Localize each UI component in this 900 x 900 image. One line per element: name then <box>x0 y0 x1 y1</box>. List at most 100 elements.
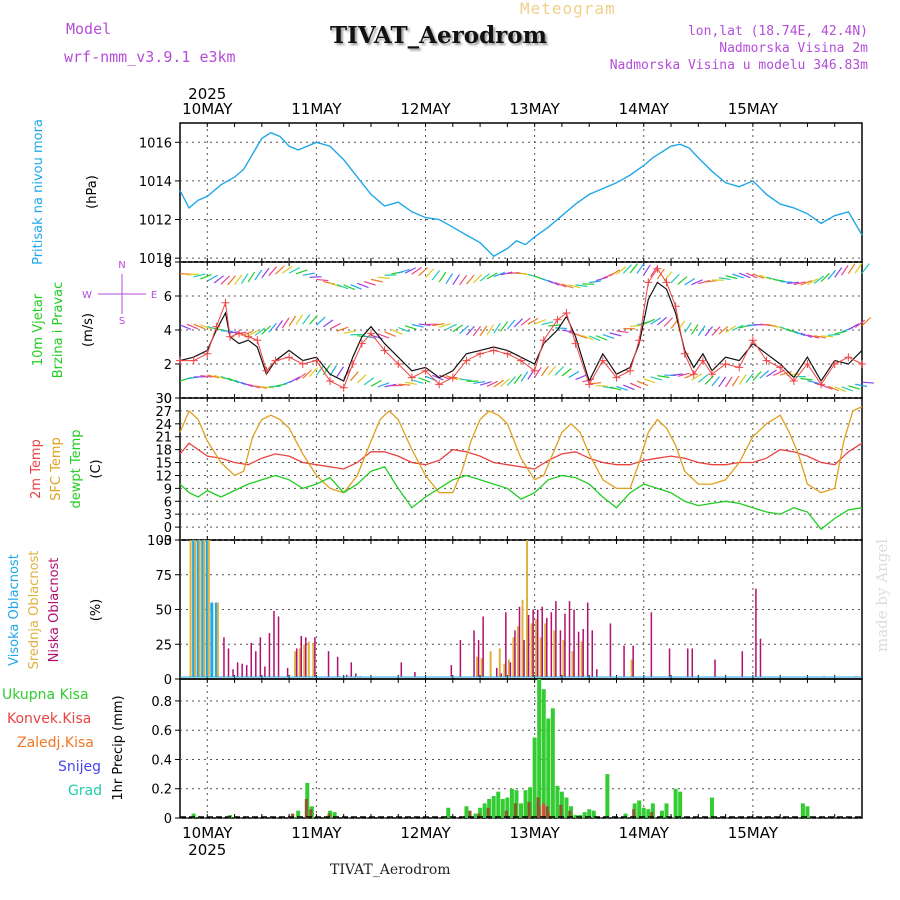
cloud-bar <box>268 633 271 677</box>
wind-direction-arrow <box>643 318 655 325</box>
wind-gust-point <box>476 349 485 358</box>
day-label-bottom: 14MAY <box>619 824 670 842</box>
wind-direction-arrow <box>411 266 423 275</box>
day-label-bottom: 11MAY <box>291 824 342 842</box>
sfc-temp-label: SFC Temp <box>49 437 64 501</box>
cloud-bar <box>686 648 689 677</box>
wind-gust-point <box>612 373 621 382</box>
wind-gust-point <box>671 302 680 311</box>
cloud-bar <box>555 601 557 677</box>
wind-direction-arrow <box>718 325 729 335</box>
precip-bar <box>532 737 537 818</box>
wind-gust-point <box>626 366 635 375</box>
cloud-bar <box>255 651 257 677</box>
precip-bar <box>500 798 505 818</box>
cloud-bar <box>294 651 297 677</box>
wind-direction-arrow <box>616 385 628 391</box>
cloud-unit: (%) <box>89 599 104 622</box>
wind-direction-arrow <box>459 274 468 286</box>
wind-direction-arrow <box>711 326 721 336</box>
cloud-bar <box>459 640 462 677</box>
day-label-top: 15MAY <box>728 100 779 118</box>
compass-s: S <box>119 316 125 327</box>
wind-direction-arrow <box>309 367 318 377</box>
year-label-top: 2025 <box>188 85 226 103</box>
cloud-bar <box>535 619 538 677</box>
wind-direction-arrow <box>786 328 799 335</box>
wind-direction-arrow <box>275 265 285 275</box>
wind-gust-point <box>503 349 512 358</box>
wind-direction-arrow <box>739 272 751 279</box>
wind-direction-arrow <box>636 263 645 274</box>
wind-direction-arrow <box>268 266 278 277</box>
wind-direction-arrow <box>336 366 345 378</box>
wind-direction-arrow <box>834 330 847 335</box>
wind-direction-arrow <box>329 322 341 330</box>
wind-direction-arrow <box>404 267 417 274</box>
wind-gust-point <box>517 356 525 365</box>
cloud-bar <box>259 637 262 677</box>
wind-gust-point <box>357 339 366 348</box>
wind-direction-arrow <box>234 274 243 286</box>
cloud-bar <box>201 540 205 677</box>
wind-direction-arrow <box>377 276 390 280</box>
precip-bar <box>641 807 646 818</box>
y-tick-label: 0.8 <box>151 695 172 710</box>
wind-gust-point <box>789 377 798 385</box>
cloud-bar <box>482 616 484 677</box>
cloud-bar <box>273 610 275 677</box>
precip-bar <box>537 679 542 818</box>
cloud-bar <box>355 673 357 677</box>
wind-direction-arrow <box>384 383 397 388</box>
wind-gust-point <box>221 298 230 307</box>
cloud-bar <box>264 666 266 677</box>
cloud-bar <box>559 630 562 677</box>
wind-direction-arrow <box>370 278 383 283</box>
y-tick-label: 1014 <box>139 175 172 190</box>
cloud-bar <box>623 645 625 677</box>
wind-direction-arrow <box>418 323 431 326</box>
wind-gust-point <box>762 356 771 365</box>
y-tick-label: 50 <box>155 604 172 619</box>
wind-direction-arrow <box>609 332 622 337</box>
y-tick-label: 3 <box>164 508 172 523</box>
wind-gust-point <box>253 336 262 345</box>
y-tick-label: 21 <box>155 431 172 446</box>
wind-direction-arrow <box>254 327 265 336</box>
precip-bar <box>646 809 651 818</box>
precip-bar <box>542 803 546 818</box>
wind-direction-arrow <box>261 325 271 335</box>
precip-bar <box>496 791 501 818</box>
wind-direction-arrow <box>329 282 342 288</box>
wind-direction-arrow <box>622 264 632 274</box>
cloud-bar <box>498 648 501 677</box>
wind-direction-arrow <box>752 273 765 279</box>
wind-direction-arrow <box>616 330 629 334</box>
wind-direction-arrow <box>841 264 849 276</box>
wind-direction-arrow <box>288 315 297 327</box>
wind-direction-arrow <box>241 381 253 388</box>
cloud-bar <box>564 613 566 677</box>
wind-gust-point <box>680 349 689 358</box>
precip-bar <box>291 813 295 818</box>
precip-bar <box>509 788 514 818</box>
wind-gust-point <box>235 329 244 338</box>
precip-bar <box>637 800 642 818</box>
cloud-bar <box>580 641 583 677</box>
wind-gust-point <box>735 363 744 372</box>
cloud-bar <box>503 663 506 677</box>
precip-bar <box>559 791 564 818</box>
wind-direction-arrow <box>725 275 738 280</box>
cloud-bar <box>207 540 210 677</box>
wind-direction-arrow <box>465 274 475 285</box>
y-tick-label: 100 <box>147 534 172 549</box>
wind-direction-arrow <box>554 281 567 288</box>
wind-gust-point <box>226 332 235 341</box>
wind-direction-arrow <box>520 371 529 382</box>
wind-direction-arrow <box>807 334 820 339</box>
y-tick-label: 24 <box>155 418 172 433</box>
wind-direction-arrow <box>725 376 733 388</box>
wind-gust-point <box>435 380 444 389</box>
wind-direction-arrow <box>465 325 475 336</box>
